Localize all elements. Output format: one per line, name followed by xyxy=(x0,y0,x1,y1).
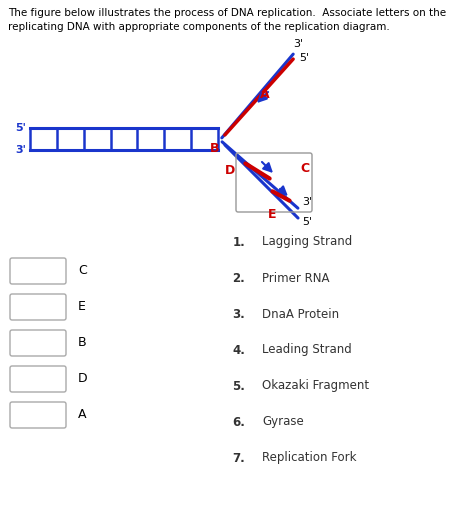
Text: v: v xyxy=(50,302,55,312)
Text: 3': 3' xyxy=(15,145,26,155)
Text: Leading Strand: Leading Strand xyxy=(262,343,352,357)
Text: 4: 4 xyxy=(27,409,34,422)
Text: C: C xyxy=(78,265,87,278)
Text: v: v xyxy=(50,411,55,420)
Text: 7.: 7. xyxy=(232,451,245,465)
Text: E: E xyxy=(268,209,276,222)
Text: E: E xyxy=(78,300,86,314)
FancyBboxPatch shape xyxy=(10,366,66,392)
Text: Lagging Strand: Lagging Strand xyxy=(262,235,352,248)
Text: Primer RNA: Primer RNA xyxy=(262,272,329,284)
FancyBboxPatch shape xyxy=(10,330,66,356)
Text: replicating DNA with appropriate components of the replication diagram.: replicating DNA with appropriate compone… xyxy=(8,22,390,32)
Text: 1.: 1. xyxy=(232,235,245,248)
Text: 6.: 6. xyxy=(232,416,245,429)
Text: 5': 5' xyxy=(299,53,309,63)
Text: 3': 3' xyxy=(302,197,312,207)
Text: Gyrase: Gyrase xyxy=(262,416,304,429)
FancyBboxPatch shape xyxy=(10,258,66,284)
Text: v: v xyxy=(50,267,55,276)
Text: B: B xyxy=(78,336,87,349)
FancyBboxPatch shape xyxy=(10,402,66,428)
Text: 5': 5' xyxy=(15,123,26,133)
Text: 3.: 3. xyxy=(232,308,245,321)
Text: C: C xyxy=(300,162,309,175)
Text: v: v xyxy=(50,338,55,347)
Text: B: B xyxy=(210,141,220,155)
Text: 4.: 4. xyxy=(232,343,245,357)
Text: DnaA Protein: DnaA Protein xyxy=(262,308,339,321)
Text: v: v xyxy=(50,375,55,383)
Text: 5: 5 xyxy=(27,265,34,278)
Text: 5': 5' xyxy=(302,217,312,227)
FancyBboxPatch shape xyxy=(10,294,66,320)
Text: D: D xyxy=(78,373,88,385)
Text: 5.: 5. xyxy=(232,379,245,392)
Text: Okazaki Fragment: Okazaki Fragment xyxy=(262,379,369,392)
Text: A: A xyxy=(260,88,270,102)
Text: Replication Fork: Replication Fork xyxy=(262,451,356,465)
Text: D: D xyxy=(225,164,235,177)
Text: 3': 3' xyxy=(293,39,303,49)
Text: 2.: 2. xyxy=(232,272,245,284)
Text: A: A xyxy=(78,409,86,422)
Text: The figure below illustrates the process of DNA replication.  Associate letters : The figure below illustrates the process… xyxy=(8,8,446,18)
